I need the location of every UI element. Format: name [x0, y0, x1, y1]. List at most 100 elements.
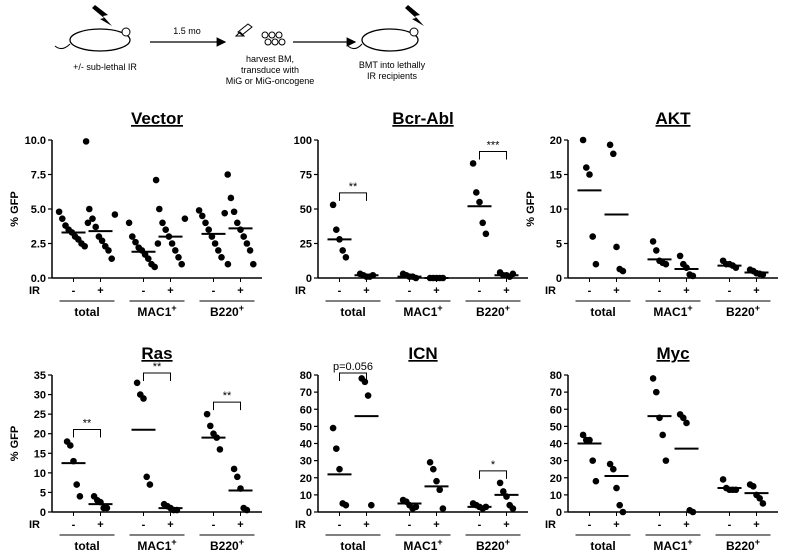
data-point [592, 477, 600, 485]
y-tick-label: 80 [550, 370, 562, 382]
data-point [230, 465, 238, 473]
x-tick-label: - [728, 285, 732, 297]
y-tick-label: 30 [550, 456, 562, 468]
data-point [132, 238, 139, 246]
data-point [92, 223, 99, 231]
data-point [333, 445, 340, 452]
data-point [329, 424, 337, 432]
y-tick-label: 30 [300, 456, 312, 468]
group-sup: + [755, 303, 760, 313]
significance-label: p=0.056 [333, 361, 373, 373]
group-label: MAC1+ [653, 537, 692, 553]
x-tick-label: + [167, 285, 173, 297]
group-name: MAC1 [137, 539, 171, 553]
data-point [649, 375, 657, 382]
x-tick-label: - [658, 519, 662, 531]
data-point [168, 240, 176, 247]
group-name: B220 [726, 539, 755, 553]
group-sup: + [171, 303, 176, 313]
group-sup: + [437, 537, 442, 547]
schematic: +/- sub-lethal IR 1.5 mo harvest BM, tra… [54, 5, 426, 86]
data-point [162, 226, 169, 233]
data-point [482, 230, 490, 238]
data-point [202, 219, 209, 227]
y-tick-label: 10 [34, 468, 46, 480]
data-point [610, 465, 617, 473]
x-tick-label: + [683, 285, 689, 297]
data-point [234, 219, 241, 227]
data-point [476, 198, 483, 206]
significance-bracket [479, 150, 507, 160]
group-label: B220+ [476, 303, 510, 319]
schematic-text: +/- sub-lethal IR [73, 62, 137, 72]
data-point [583, 164, 590, 171]
x-tick-label: + [613, 285, 619, 297]
data-point [342, 253, 350, 261]
data-point [250, 260, 257, 268]
data-point [208, 233, 216, 240]
group-sup: + [505, 537, 510, 547]
cells [261, 31, 286, 46]
data-point [146, 481, 154, 488]
data-point [55, 208, 63, 216]
data-point [479, 219, 487, 227]
data-point [218, 253, 225, 261]
x-tick-label: - [478, 285, 482, 297]
group-name: MAC1 [403, 539, 437, 553]
group-name: B220 [726, 305, 755, 319]
y-tick-label: 30 [34, 390, 46, 402]
ir-label: IR [545, 519, 556, 531]
x-tick-label: - [72, 519, 76, 531]
y-tick-label: 100 [294, 135, 312, 147]
data-point [224, 171, 231, 178]
data-point [653, 388, 660, 396]
group-name: total [590, 539, 615, 553]
y-tick-label: 35 [34, 370, 46, 382]
group-label: B220+ [726, 537, 760, 553]
group-label: MAC1+ [137, 303, 176, 319]
mouse [69, 28, 131, 52]
data-point [224, 260, 232, 268]
data-point [439, 505, 447, 512]
data-point [215, 247, 222, 254]
x-tick-label: - [588, 519, 592, 531]
data-point [89, 215, 96, 222]
schematic-text: IR recipients [367, 71, 418, 81]
chart-title: Ras [141, 344, 172, 363]
data-point [589, 233, 596, 240]
x-tick-label: - [338, 519, 342, 531]
x-tick-label: + [753, 519, 759, 531]
data-point [361, 378, 369, 386]
data-point [619, 508, 627, 516]
x-tick-label: - [72, 285, 76, 297]
y-tick-label: 15 [550, 170, 562, 182]
ir-label: IR [545, 285, 556, 297]
y-tick-label: 20 [550, 135, 562, 147]
data-point [496, 479, 504, 487]
x-tick-label: + [683, 519, 689, 531]
x-tick-label: - [212, 285, 216, 297]
group-label: B220+ [726, 303, 760, 319]
data-point [108, 255, 115, 262]
data-point [227, 194, 235, 202]
group-name: total [590, 305, 615, 319]
data-point [336, 465, 343, 473]
y-tick-label: 0 [306, 273, 312, 285]
data-point [203, 410, 211, 418]
group-label: MAC1+ [137, 537, 176, 553]
data-point [98, 237, 106, 245]
y-tick-label: 60 [300, 404, 312, 416]
y-tick-label: 5 [556, 239, 562, 251]
data-point [133, 379, 141, 387]
data-point [195, 207, 203, 214]
data-point [613, 243, 620, 251]
group-sup: + [687, 537, 692, 547]
x-tick-label: + [503, 519, 509, 531]
data-point [759, 500, 767, 507]
y-tick-label: 0 [556, 273, 562, 285]
group-sup: + [505, 303, 510, 313]
schematic-text: BMT into lethally [359, 60, 426, 70]
group-label: total [340, 305, 365, 319]
data-point [509, 505, 517, 512]
data-point [81, 242, 88, 250]
